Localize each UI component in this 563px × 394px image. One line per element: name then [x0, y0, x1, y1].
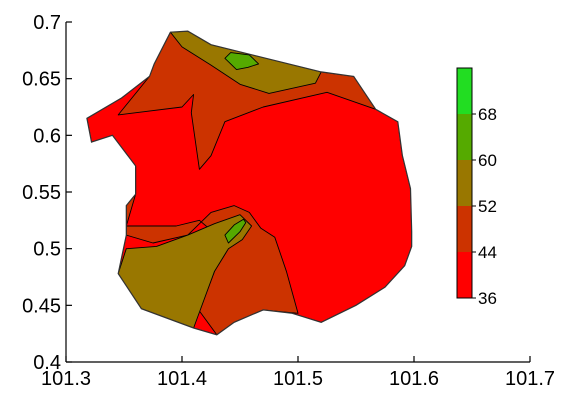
x-tick-label: 101.6 [389, 368, 439, 390]
colorbar-label: 44 [478, 243, 497, 262]
x-tick-label: 101.7 [505, 368, 555, 390]
y-tick-label: 0.5 [33, 239, 61, 261]
x-tick-label: 101.3 [41, 368, 91, 390]
x-tick-label: 101.5 [273, 368, 323, 390]
colorbar-swatch-52 [457, 160, 472, 206]
y-tick-label: 0.7 [33, 12, 61, 34]
colorbar-legend: 36 44 52 60 68 [456, 67, 497, 308]
contour-map [86, 30, 413, 336]
colorbar-swatch-60 [457, 114, 472, 160]
colorbar-label: 52 [478, 197, 497, 216]
colorbar-label: 36 [478, 289, 497, 308]
y-tick-label: 0.45 [22, 295, 61, 317]
colorbar-label: 68 [478, 105, 497, 124]
colorbar-swatch-68 [457, 68, 472, 114]
colorbar-swatch-36 [457, 252, 472, 298]
contour-region-60-68-6 [224, 218, 247, 244]
contour-region-44-52-4 [125, 165, 299, 335]
colorbar-label: 60 [478, 151, 497, 170]
colorbar-frame [456, 67, 473, 299]
axes: 101.3 101.4 101.5 101.6 101.7 0.4 0.45 0.5 0.55 0… [22, 12, 555, 390]
region-outline [86, 30, 413, 336]
y-tick-label: 0.4 [33, 352, 61, 374]
y-tick-label: 0.55 [22, 182, 61, 204]
x-tick-label: 101.4 [157, 368, 207, 390]
y-tick-label: 0.65 [22, 69, 61, 91]
contour-region-60-68-3 [224, 52, 260, 71]
colorbar-swatch-44 [457, 206, 472, 252]
y-tick-label: 0.6 [33, 125, 61, 147]
